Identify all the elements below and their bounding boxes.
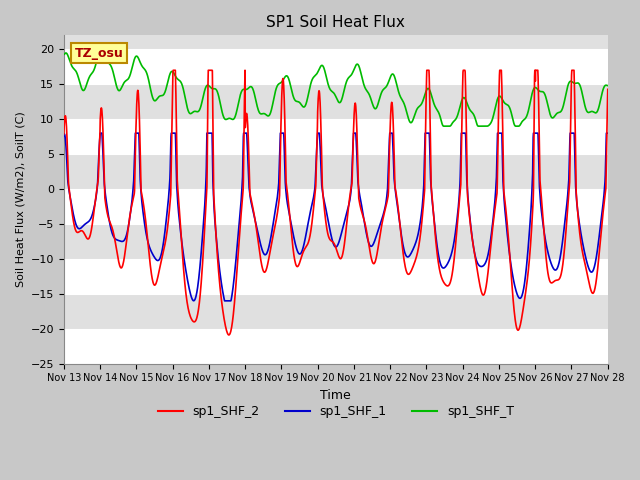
sp1_SHF_1 [97, 130, 104, 136]
Line: sp1_SHF_2: sp1_SHF_2 [64, 70, 608, 335]
sp1_SHF_2 [588, 290, 596, 296]
sp1_SHF_T [97, 46, 105, 52]
sp1_SHF_2 [88, 226, 95, 232]
sp1_SHF_2 [489, 225, 497, 231]
sp1_SHF_1 [88, 214, 95, 220]
sp1_SHF_1 [589, 269, 596, 275]
Title: SP1 Soil Heat Flux: SP1 Soil Heat Flux [266, 15, 405, 30]
Bar [64, 154, 608, 189]
Y-axis label: Soil Heat Flux (W/m2), SoilT (C): Soil Heat Flux (W/m2), SoilT (C) [15, 112, 25, 288]
Bar [64, 329, 608, 364]
sp1_SHF_T [324, 83, 332, 88]
sp1_SHF_T [440, 123, 447, 129]
sp1_SHF_2 [60, 132, 68, 137]
sp1_SHF_1 [604, 130, 612, 136]
sp1_SHF_2 [604, 86, 612, 92]
Bar [64, 49, 608, 84]
sp1_SHF_2 [589, 290, 596, 296]
sp1_SHF_2 [170, 67, 177, 73]
sp1_SHF_T [88, 71, 95, 77]
Line: sp1_SHF_1: sp1_SHF_1 [64, 133, 608, 301]
Bar [64, 84, 608, 119]
sp1_SHF_2 [310, 197, 318, 203]
sp1_SHF_1 [60, 133, 68, 139]
Line: sp1_SHF_T: sp1_SHF_T [64, 49, 608, 126]
Bar [64, 36, 608, 49]
sp1_SHF_T [604, 83, 612, 88]
Bar [64, 189, 608, 224]
sp1_SHF_T [310, 74, 318, 80]
X-axis label: Time: Time [321, 389, 351, 402]
sp1_SHF_T [60, 52, 68, 58]
sp1_SHF_T [588, 108, 596, 114]
Text: TZ_osu: TZ_osu [75, 47, 124, 60]
Bar [64, 259, 608, 294]
sp1_SHF_2 [225, 332, 233, 338]
sp1_SHF_T [589, 108, 596, 114]
Bar [64, 119, 608, 154]
Legend: sp1_SHF_2, sp1_SHF_1, sp1_SHF_T: sp1_SHF_2, sp1_SHF_1, sp1_SHF_T [152, 400, 519, 423]
sp1_SHF_1 [489, 220, 497, 226]
sp1_SHF_2 [325, 234, 333, 240]
sp1_SHF_1 [325, 221, 333, 227]
sp1_SHF_1 [588, 269, 596, 275]
Bar [64, 224, 608, 259]
sp1_SHF_1 [221, 298, 228, 304]
Bar [64, 294, 608, 329]
sp1_SHF_T [489, 116, 497, 121]
sp1_SHF_1 [310, 189, 318, 195]
